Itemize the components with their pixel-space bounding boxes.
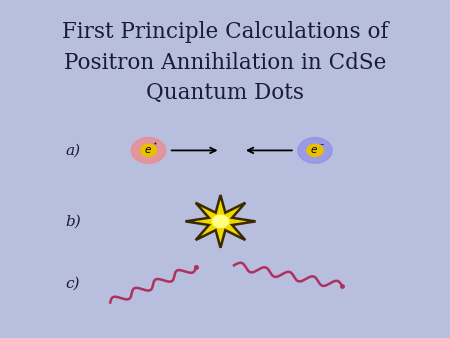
Text: c): c) (65, 277, 80, 291)
Text: b): b) (65, 214, 81, 228)
Circle shape (212, 215, 229, 227)
Text: a): a) (65, 143, 81, 158)
Polygon shape (185, 195, 256, 248)
Circle shape (298, 138, 332, 163)
Text: Quantum Dots: Quantum Dots (146, 82, 304, 104)
Circle shape (131, 138, 166, 163)
Text: $e$: $e$ (310, 145, 318, 155)
Text: $^-$: $^-$ (318, 141, 325, 149)
Text: $e$: $e$ (144, 145, 152, 155)
Text: Positron Annihilation in CdSe: Positron Annihilation in CdSe (64, 51, 386, 74)
Circle shape (307, 144, 323, 156)
Text: First Principle Calculations of: First Principle Calculations of (62, 21, 388, 43)
Circle shape (140, 144, 157, 156)
Text: $^+$: $^+$ (151, 141, 158, 149)
